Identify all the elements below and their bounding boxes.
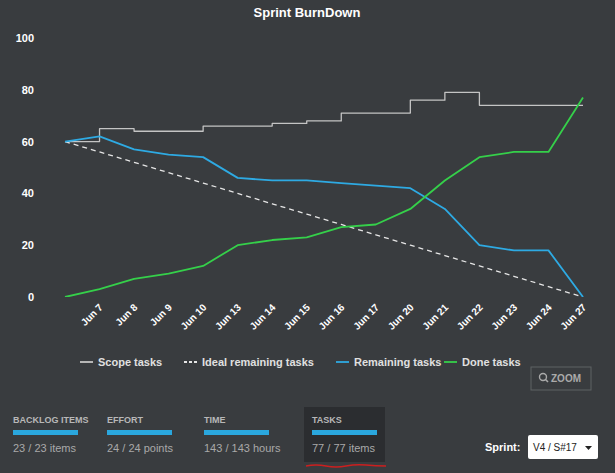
x-tick-label: Jun 20 bbox=[386, 301, 416, 331]
x-tick-label: Jun 27 bbox=[558, 301, 588, 331]
summary-label: TIME bbox=[204, 415, 226, 425]
series-line bbox=[65, 142, 583, 297]
legend-label: Done tasks bbox=[462, 356, 521, 368]
dropdown-box bbox=[528, 435, 598, 459]
zoom-button[interactable]: ZOOM bbox=[531, 367, 591, 390]
x-tick-label: Jun 10 bbox=[178, 301, 208, 331]
y-tick-label: 100 bbox=[16, 32, 34, 44]
chart-title: Sprint BurnDown bbox=[254, 5, 361, 20]
x-tick-label: Jun 23 bbox=[489, 301, 519, 331]
legend-swatch bbox=[184, 361, 197, 363]
summary-label: TASKS bbox=[312, 415, 342, 425]
summary-highlight bbox=[304, 407, 385, 462]
x-tick-label: Jun 15 bbox=[282, 301, 312, 331]
dropdown-caret bbox=[585, 446, 592, 450]
x-tick-label: Jun 8 bbox=[113, 301, 140, 328]
legend-swatch bbox=[444, 361, 457, 363]
x-tick-label: Jun 16 bbox=[316, 301, 346, 331]
legend-swatch bbox=[336, 361, 349, 363]
x-tick-label: Jun 14 bbox=[247, 301, 277, 331]
x-tick-label: Jun 9 bbox=[148, 301, 175, 328]
zoom-label: ZOOM bbox=[551, 373, 581, 384]
dropdown-value: V4 / S#17 bbox=[533, 442, 577, 453]
summary-label: BACKLOG ITEMS bbox=[13, 415, 89, 425]
x-tick-label: Jun 24 bbox=[524, 301, 554, 331]
x-tick-label: Jun 13 bbox=[213, 301, 243, 331]
x-tick-label: Jun 17 bbox=[351, 301, 381, 331]
sprint-dropdown[interactable]: V4 / S#17 bbox=[528, 435, 598, 459]
zoom-icon bbox=[540, 374, 547, 381]
summary-value: 77 / 77 items bbox=[312, 442, 375, 454]
legend-label: Remaining tasks bbox=[354, 356, 441, 368]
summary-bar bbox=[312, 430, 377, 435]
sprint-label: Sprint: bbox=[485, 441, 520, 453]
series-line bbox=[65, 136, 583, 297]
plot-area bbox=[65, 92, 583, 297]
y-tick-label: 60 bbox=[22, 136, 34, 148]
legend-label: Ideal remaining tasks bbox=[202, 356, 314, 368]
y-tick-label: 40 bbox=[22, 187, 34, 199]
zoom-icon bbox=[546, 380, 549, 383]
background bbox=[0, 0, 615, 473]
summary-bar bbox=[107, 430, 172, 435]
y-tick-label: 20 bbox=[22, 239, 34, 251]
x-tick-label: Jun 7 bbox=[79, 301, 106, 328]
summary-value: 143 / 143 hours bbox=[204, 442, 281, 454]
series-line bbox=[65, 98, 583, 297]
highlight-underline bbox=[306, 465, 386, 467]
y-tick-label: 80 bbox=[22, 84, 34, 96]
summary-value: 24 / 24 points bbox=[107, 442, 174, 454]
legend-label: Scope tasks bbox=[98, 356, 162, 368]
summary-value: 23 / 23 items bbox=[13, 442, 76, 454]
summary-bar bbox=[204, 430, 269, 435]
summary-bar bbox=[13, 430, 78, 435]
x-tick-label: Jun 21 bbox=[420, 301, 450, 331]
y-tick-label: 0 bbox=[28, 291, 34, 303]
x-tick-label: Jun 22 bbox=[455, 301, 485, 331]
zoom-box bbox=[531, 367, 591, 390]
series-line bbox=[65, 92, 583, 141]
summary-label: EFFORT bbox=[107, 415, 143, 425]
legend-swatch bbox=[80, 361, 93, 363]
